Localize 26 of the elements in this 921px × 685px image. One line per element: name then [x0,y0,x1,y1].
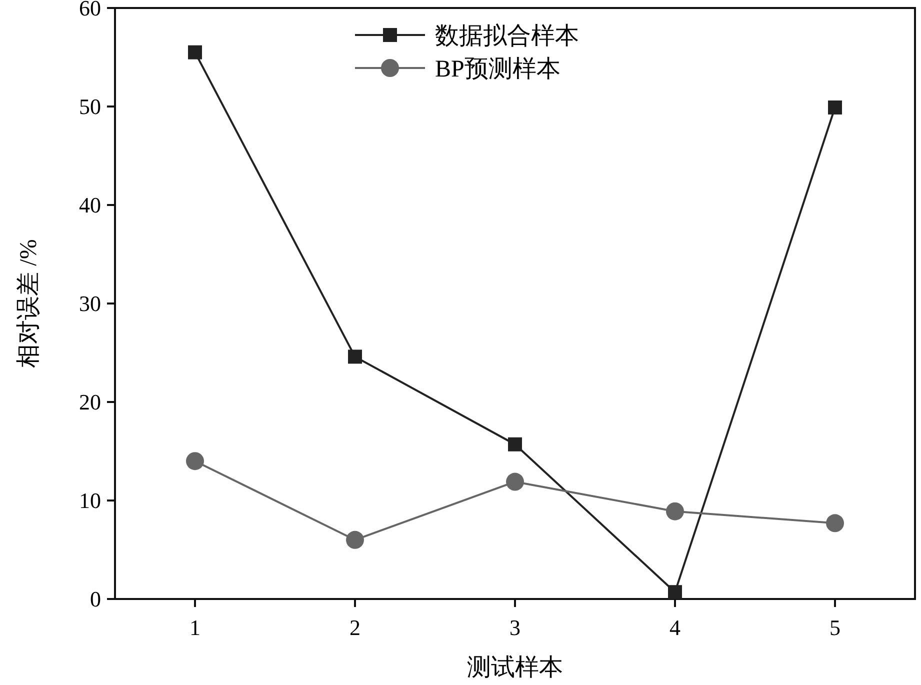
y-axis-title: 相对误差 /% [16,239,42,368]
point [348,350,362,364]
point [186,452,204,470]
x-tick-label: 4 [670,615,680,640]
x-axis-title: 测试样本 [467,655,563,681]
x-tick-label: 1 [190,615,200,640]
y-tick-label: 50 [79,94,101,120]
x-tick-label: 3 [510,615,520,640]
y-tick-label: 0 [90,586,101,612]
point [828,100,842,114]
legend-label: BP预测样本 [435,56,560,82]
point [508,437,522,452]
x-tick-label: 5 [830,615,840,640]
point [188,45,202,60]
y-tick-label: 10 [79,488,101,514]
point [506,472,524,491]
y-tick-label: 30 [79,291,101,316]
point [668,585,682,600]
point [826,514,844,532]
x-tick-label: 2 [350,615,360,640]
legend-label: 数据拟合样本 [435,22,579,50]
y-tick-label: 40 [79,192,101,218]
y-tick-label: 60 [79,0,101,21]
point [346,530,364,549]
y-tick-label: 20 [79,390,101,415]
point [666,502,684,520]
